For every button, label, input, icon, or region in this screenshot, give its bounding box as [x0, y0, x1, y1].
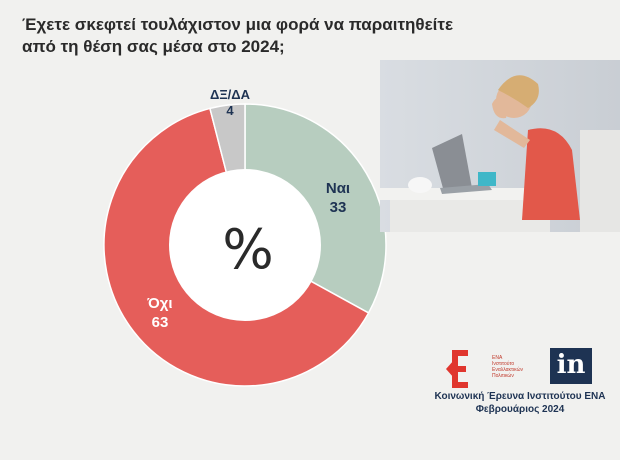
slice-value-1: 63 [152, 314, 169, 331]
slice-labels: Ναι 33 Όχι 63 ΔΞ/ΔΑ4 [146, 87, 350, 331]
stressed-woman-photo [380, 60, 620, 232]
slice-label-2: ΔΞ/ΔΑ [210, 87, 251, 102]
source-line-2: Φεβρουάριος 2024 [475, 404, 565, 415]
slice-label-1: Όχι [146, 295, 172, 312]
slice-value-0: 33 [330, 199, 347, 216]
slice-value-2: 4 [226, 103, 234, 118]
chart-title: Έχετε σκεφτεί τουλάχιστον μια φορά να πα… [22, 14, 462, 58]
center-percent-label: % [222, 218, 273, 281]
in-media-logo: in [550, 348, 592, 384]
donut-hole [169, 169, 321, 321]
source-note: Κοινωνική Έρευνα Ινστιτούτου ΕΝΑ Φεβρουά… [430, 390, 610, 416]
title-line-2: από τη θέση σας μέσα στο 2024; [22, 37, 285, 56]
source-line-1: Κοινωνική Έρευνα Ινστιτούτου ΕΝΑ [434, 391, 606, 402]
logos-area: ΕΝΑ Ινστιτούτο Εναλλακτικών Πολιτικών in [430, 340, 610, 420]
ena-institute-logo: ΕΝΑ Ινστιτούτο Εναλλακτικών Πολιτικών [444, 346, 523, 392]
ena-logo-text: ΕΝΑ Ινστιτούτο Εναλλακτικών Πολιτικών [492, 355, 523, 379]
title-line-1: Έχετε σκεφτεί τουλάχιστον μια φορά να πα… [22, 15, 454, 34]
slice-label-0: Ναι [326, 180, 350, 197]
